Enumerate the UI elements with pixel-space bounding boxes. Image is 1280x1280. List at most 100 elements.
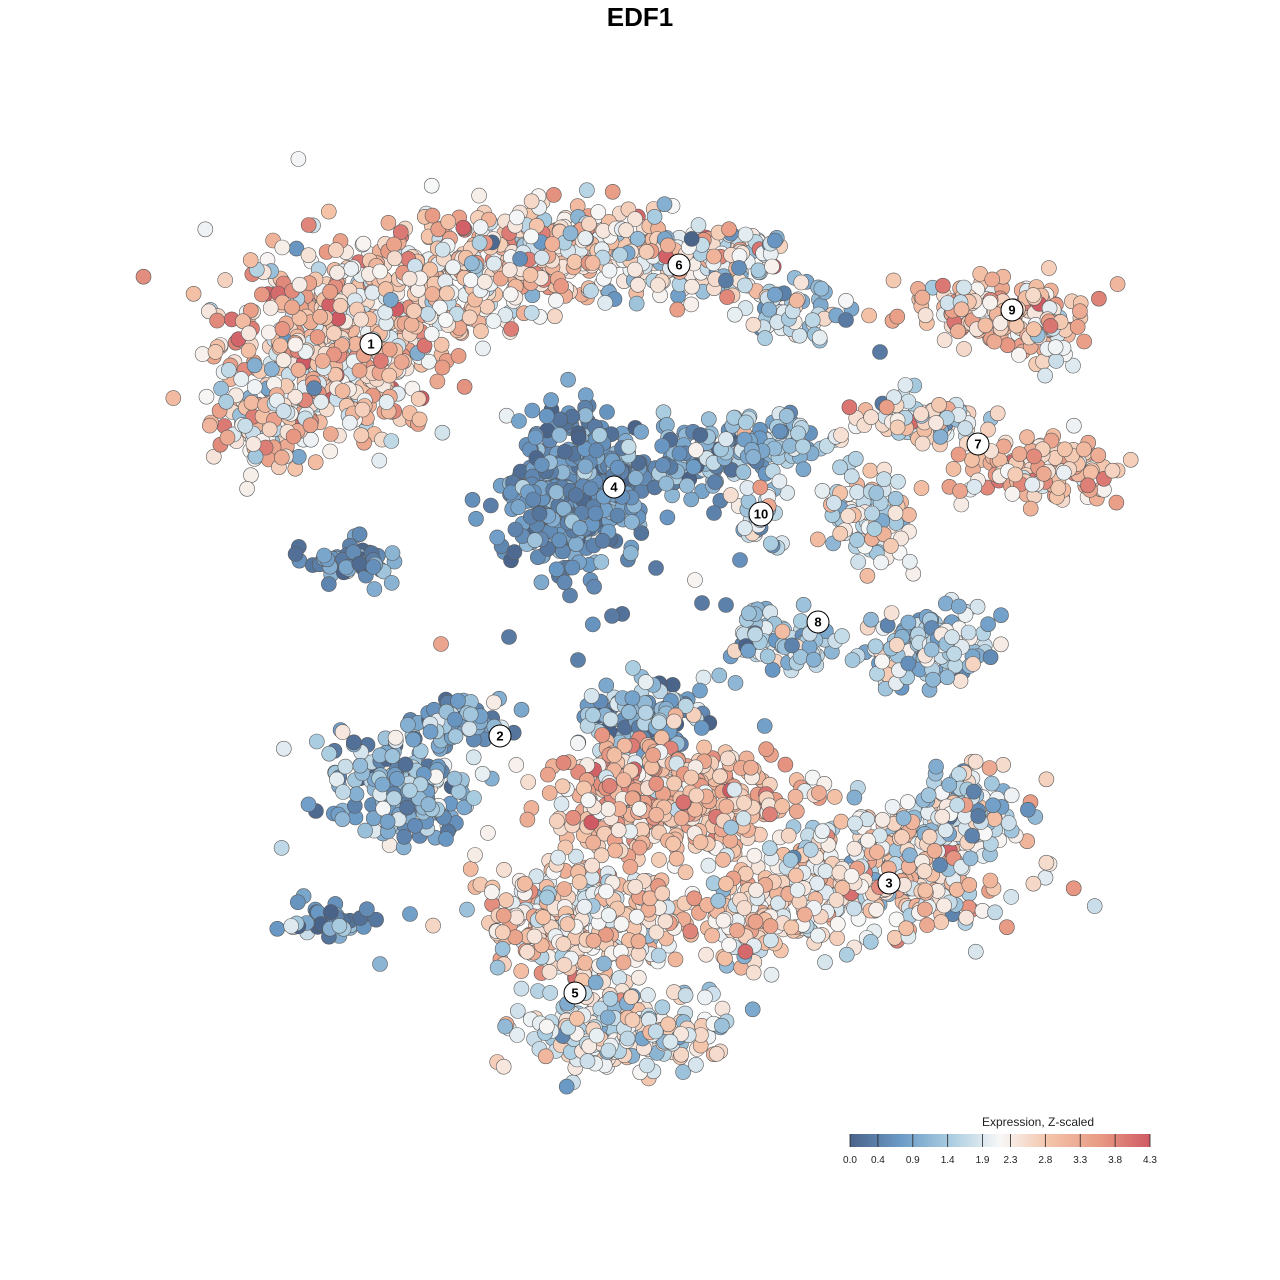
cluster-label-text: 2 <box>496 729 503 744</box>
cell-point <box>965 656 981 672</box>
cell-point <box>480 825 496 841</box>
cell-point <box>351 362 368 379</box>
cell-point <box>687 572 703 588</box>
cell-point <box>329 264 346 281</box>
cell-point <box>951 598 967 615</box>
cell-point <box>795 438 811 455</box>
cell-point <box>328 242 344 258</box>
cell-point <box>654 885 671 902</box>
cell-point <box>577 955 593 971</box>
cell-point <box>868 485 885 501</box>
cell-point <box>531 505 548 522</box>
cell-point <box>261 324 277 341</box>
cell-point <box>467 847 483 863</box>
cell-point <box>353 427 370 444</box>
cell-point <box>549 813 565 829</box>
cell-point <box>240 342 257 359</box>
cell-point <box>695 669 712 686</box>
cell-point <box>218 393 234 410</box>
cell-point <box>1020 801 1036 818</box>
cell-point <box>316 547 333 564</box>
cell-point <box>354 401 371 418</box>
cell-point <box>433 636 449 652</box>
cell-point <box>463 272 479 288</box>
cell-point <box>597 295 614 311</box>
cell-point <box>291 310 308 327</box>
cell-point <box>735 810 752 827</box>
cell-point <box>577 230 594 246</box>
cell-point <box>562 587 578 604</box>
cell-point <box>434 359 451 376</box>
cell-point <box>802 841 819 858</box>
color-legend: Expression, Z-scaled 0.0 0.4 0.9 1.4 1.9 2.3 2… <box>843 1115 1157 1166</box>
cell-point <box>986 811 1003 827</box>
cell-point <box>486 255 502 272</box>
cell-point <box>791 327 808 344</box>
cell-point <box>648 775 665 792</box>
cell-point <box>555 936 572 952</box>
cell-point <box>326 325 342 342</box>
cell-point <box>553 796 570 812</box>
cell-point <box>506 544 523 560</box>
cell-point <box>838 946 855 963</box>
cell-point <box>759 648 776 665</box>
cell-point <box>941 777 958 793</box>
cell-point <box>967 753 984 770</box>
legend-tick-label: 1.9 <box>976 1155 990 1166</box>
cell-point <box>245 436 262 452</box>
cell-point <box>1050 480 1067 496</box>
cell-point <box>494 924 511 941</box>
cluster-label-text: 3 <box>885 876 892 891</box>
cell-point <box>659 509 676 526</box>
cell-point <box>273 449 290 466</box>
cell-point <box>658 475 675 492</box>
cell-point <box>321 745 338 762</box>
cell-point <box>750 262 767 279</box>
cell-point <box>247 379 263 395</box>
cell-point <box>558 1078 575 1095</box>
cell-point <box>289 894 306 911</box>
cell-point <box>901 553 918 570</box>
cell-point <box>840 508 857 524</box>
cell-point <box>587 505 604 522</box>
cell-point <box>650 947 667 964</box>
cell-point <box>165 390 182 406</box>
cell-point <box>804 312 821 329</box>
cell-point <box>374 776 391 793</box>
cell-point <box>524 402 541 419</box>
cell-point <box>746 847 763 864</box>
cell-point <box>873 554 889 571</box>
cell-point <box>795 461 812 478</box>
cell-point <box>194 346 211 362</box>
cell-point <box>874 811 891 828</box>
cell-point <box>826 789 843 805</box>
cell-point <box>722 487 739 503</box>
cell-point <box>463 255 480 272</box>
cluster-label-10: 10 <box>748 501 774 527</box>
cell-point <box>287 388 304 405</box>
cell-point <box>757 330 773 346</box>
cell-point <box>846 900 862 917</box>
cell-point <box>721 937 737 953</box>
cell-point <box>464 491 481 508</box>
cell-point <box>683 769 700 786</box>
cell-point <box>541 964 558 980</box>
cell-point <box>926 842 943 859</box>
cell-point <box>622 545 639 562</box>
cell-point <box>721 221 737 237</box>
cell-point <box>600 907 617 924</box>
cell-point <box>715 851 731 868</box>
cell-point <box>519 811 536 828</box>
cell-point <box>640 987 656 1003</box>
cell-point <box>410 391 427 407</box>
cell-point <box>498 892 514 909</box>
cell-point <box>982 872 999 889</box>
cell-point <box>476 273 493 290</box>
cell-point <box>272 337 289 354</box>
cell-point <box>692 682 708 699</box>
cell-point <box>365 559 382 575</box>
cell-point <box>916 863 933 879</box>
cell-point <box>688 442 704 458</box>
cell-point <box>473 323 489 340</box>
legend-tick-label: 0.0 <box>843 1155 857 1166</box>
